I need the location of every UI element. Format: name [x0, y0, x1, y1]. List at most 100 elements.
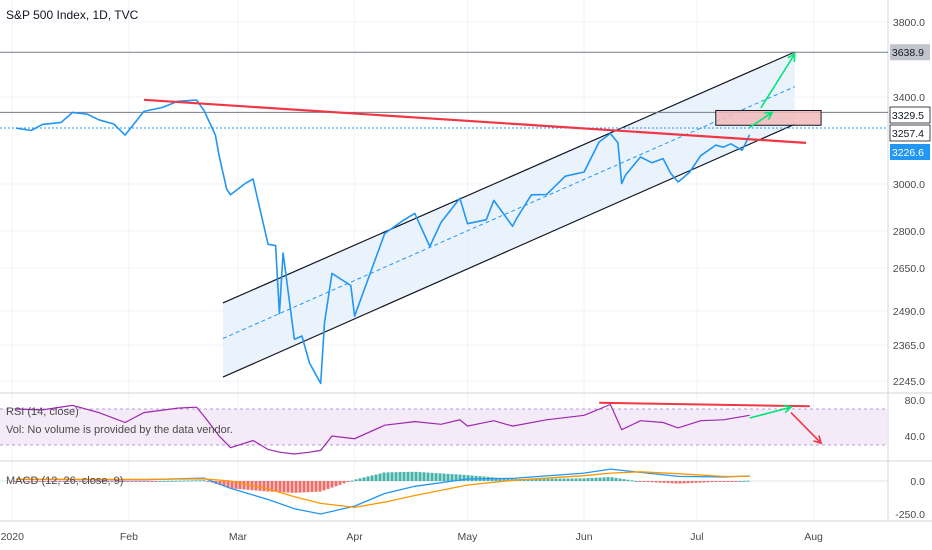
macd-histogram-bar — [394, 472, 398, 481]
macd-histogram-bar — [662, 481, 666, 483]
macd-histogram-bar — [110, 481, 114, 482]
macd-histogram-bar — [130, 481, 134, 482]
macd-histogram-bar — [614, 477, 618, 481]
macd-histogram-bar — [746, 480, 750, 482]
macd-histogram-bar — [234, 481, 238, 489]
macd-histogram-bar — [534, 478, 538, 481]
macd-histogram-bar — [446, 473, 450, 481]
price-tick-label: 2245.0 — [893, 376, 925, 388]
rsi-line — [15, 403, 750, 455]
price-tag-label: 3329.5 — [892, 110, 924, 122]
macd-histogram-bar — [102, 481, 106, 482]
macd-histogram-bar — [742, 480, 746, 482]
macd-histogram-bar — [226, 481, 230, 488]
macd-histogram-bar — [710, 481, 714, 483]
macd-histogram-bar — [346, 481, 350, 482]
macd-histogram-bar — [366, 476, 370, 481]
macd-histogram-bar — [358, 478, 362, 481]
macd-histogram-bar — [194, 480, 198, 482]
macd-histogram-bar — [550, 478, 554, 481]
macd-histogram-bar — [286, 481, 290, 493]
rsi-up-arrow-head — [783, 404, 793, 414]
resistance-trendline — [143, 98, 807, 144]
macd-histogram-bar — [442, 473, 446, 481]
macd-histogram-bar — [334, 481, 338, 487]
macd-histogram-bar — [570, 478, 574, 481]
macd-histogram-bar — [206, 481, 210, 482]
macd-histogram-bar — [134, 481, 138, 482]
macd-histogram-bar — [374, 474, 378, 481]
price-tick-label: 3000.0 — [893, 179, 925, 191]
macd-histogram-bar — [26, 481, 30, 482]
macd-histogram-bar — [338, 481, 342, 485]
price-tag-bg — [889, 106, 931, 124]
volume-label: Vol: No volume is provided by the data v… — [6, 424, 233, 436]
macd-histogram-bar — [646, 481, 650, 483]
macd-histogram-bar — [94, 481, 98, 482]
macd-histogram-bar — [542, 478, 546, 481]
channel-upper-line — [222, 51, 795, 304]
price-line — [15, 99, 751, 385]
macd-histogram-bar — [554, 478, 558, 481]
macd-histogram-bar — [66, 481, 70, 482]
signal-line — [15, 471, 750, 509]
forecast-arrow — [749, 111, 773, 129]
macd-histogram-bar — [62, 481, 66, 482]
macd-histogram-bar — [162, 480, 166, 482]
rsi-tick-label: 40.0 — [905, 431, 926, 443]
macd-histogram-bar — [726, 481, 730, 482]
macd-histogram-bar — [498, 477, 502, 481]
macd-histogram-bar — [426, 472, 430, 481]
macd-histogram-bar — [666, 481, 670, 484]
macd-histogram-bar — [18, 481, 22, 482]
macd-histogram-bar — [674, 481, 678, 484]
channel-mid-line — [222, 86, 795, 339]
macd-histogram-bar — [282, 481, 286, 493]
macd-label: MACD (12, 26, close, 9) — [6, 475, 124, 487]
price-tick-label: 2490.0 — [893, 306, 925, 318]
time-tick-label: Apr — [346, 531, 363, 543]
macd-histogram-bar — [418, 472, 422, 481]
macd-histogram-bar — [422, 472, 426, 481]
macd-histogram-bar — [166, 480, 170, 482]
macd-histogram-bar — [302, 481, 306, 493]
rsi-band — [0, 409, 888, 445]
macd-histogram-bar — [506, 478, 510, 481]
macd-histogram-bar — [738, 480, 742, 482]
macd-histogram-bar — [330, 481, 334, 488]
macd-histogram-bar — [530, 478, 534, 481]
macd-histogram-bar — [670, 481, 674, 484]
macd-histogram-bar — [410, 471, 414, 481]
price-tick-label: 2800.0 — [893, 226, 925, 238]
macd-histogram-bar — [322, 481, 326, 491]
macd-histogram-bar — [38, 481, 42, 482]
macd-histogram-bar — [546, 478, 550, 481]
macd-histogram-bar — [582, 478, 586, 481]
macd-histogram-bar — [266, 481, 270, 492]
macd-histogram-bar — [298, 481, 302, 493]
macd-histogram-bar — [122, 481, 126, 482]
macd-histogram-bar — [590, 477, 594, 481]
macd-histogram-bar — [626, 479, 630, 481]
macd-histogram-bar — [654, 481, 658, 483]
time-tick-label: Feb — [120, 531, 138, 543]
macd-histogram-bar — [190, 480, 194, 482]
macd-histogram-bar — [46, 481, 50, 482]
macd-histogram-bar — [34, 481, 38, 482]
macd-histogram-bar — [290, 481, 294, 493]
macd-histogram-bar — [402, 471, 406, 481]
macd-histogram-bar — [278, 481, 282, 493]
macd-histogram-bar — [618, 478, 622, 481]
macd-histogram-bar — [714, 481, 718, 482]
macd-histogram-bar — [270, 481, 274, 492]
macd-histogram-bar — [174, 480, 178, 482]
macd-histogram-bar — [274, 481, 278, 492]
macd-histogram-bar — [694, 481, 698, 483]
time-tick-label: Jul — [690, 531, 703, 543]
macd-histogram-bar — [106, 481, 110, 482]
macd-histogram-bar — [502, 478, 506, 481]
macd-histogram-bar — [54, 481, 58, 482]
macd-histogram-bar — [638, 481, 642, 482]
price-tag-label: 3638.9 — [892, 47, 924, 59]
